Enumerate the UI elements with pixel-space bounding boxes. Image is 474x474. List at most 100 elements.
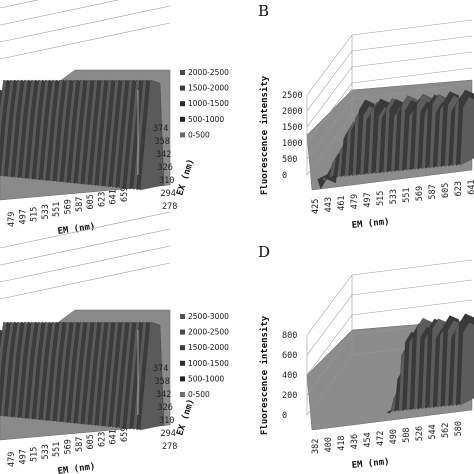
x-tick-label: 587 bbox=[75, 197, 85, 212]
x-tick-label: 605 bbox=[86, 434, 96, 449]
legend-swatch bbox=[180, 376, 185, 382]
legend-entry: 500-1000 bbox=[188, 115, 224, 124]
x-axis-label: EM (nm) bbox=[351, 217, 390, 231]
gridline bbox=[306, 314, 353, 376]
z-axis-label: Fluorescence intensity bbox=[259, 75, 270, 195]
back-wall-line bbox=[0, 0, 120, 26]
x-axis-label: EM (nm) bbox=[351, 457, 390, 471]
y-tick-label: 294 bbox=[161, 189, 176, 199]
z-tick-label: 0 bbox=[282, 171, 287, 181]
x-tick-label: 454 bbox=[363, 432, 373, 447]
gridline bbox=[306, 82, 353, 144]
y-tick-label: 326 bbox=[158, 163, 173, 173]
y-tick-label: 358 bbox=[155, 377, 170, 387]
y-axis-label: EX (nm) bbox=[175, 158, 196, 197]
y-tick-label: 294 bbox=[161, 429, 176, 439]
x-tick-label: 526 bbox=[415, 426, 425, 441]
x-tick-label: 490 bbox=[389, 429, 399, 444]
x-tick-label: 551 bbox=[52, 202, 62, 217]
gridline bbox=[351, 35, 473, 52]
legend-entry: 2000-2500 bbox=[188, 328, 229, 337]
back-wall-line bbox=[0, 0, 40, 9]
gridline bbox=[351, 279, 473, 296]
x-tick-label: 605 bbox=[441, 183, 451, 198]
x-tick-label: 641 bbox=[109, 189, 119, 204]
y-tick-label: 358 bbox=[155, 137, 170, 147]
y-tick-label: 310 bbox=[159, 416, 174, 426]
legend-entry: 1000-1500 bbox=[188, 99, 229, 108]
x-tick-label: 569 bbox=[64, 199, 74, 214]
x-tick-label: 580 bbox=[454, 421, 464, 436]
x-tick-label: 623 bbox=[97, 192, 107, 207]
y-axis-label: EX (nm) bbox=[175, 398, 196, 437]
gridline bbox=[306, 294, 353, 356]
x-tick-label: 497 bbox=[18, 209, 28, 224]
legend-entry: 1000-1500 bbox=[188, 359, 229, 368]
x-tick-label: 569 bbox=[415, 186, 425, 201]
x-tick-label: 443 bbox=[324, 197, 334, 212]
gridline bbox=[351, 83, 473, 100]
x-tick-label: 562 bbox=[441, 423, 451, 438]
surface-ridge bbox=[139, 321, 165, 431]
legend-entry: 0-500 bbox=[188, 390, 210, 399]
surface-ridge bbox=[139, 79, 165, 191]
z-axis-label: Fluorescence intensity bbox=[259, 315, 270, 435]
z-tick-label: 2000 bbox=[282, 107, 302, 117]
x-tick-label: 659 bbox=[120, 427, 130, 442]
back-wall-line bbox=[0, 245, 171, 283]
x-tick-label: 533 bbox=[41, 204, 51, 219]
x-tick-label: 544 bbox=[428, 424, 438, 439]
x-tick-label: 533 bbox=[41, 444, 51, 459]
gridline bbox=[306, 334, 353, 396]
gridline bbox=[306, 114, 353, 176]
back-wall-line bbox=[0, 5, 171, 43]
z-tick-label: 1000 bbox=[282, 139, 302, 149]
legend-swatch bbox=[180, 360, 185, 366]
y-tick-label: 342 bbox=[156, 150, 171, 160]
y-tick-label: 326 bbox=[158, 403, 173, 413]
x-tick-label: 400 bbox=[324, 437, 334, 452]
back-wall-line bbox=[0, 262, 171, 300]
x-tick-label: 418 bbox=[337, 435, 347, 450]
y-tick-label: 374 bbox=[153, 364, 168, 374]
x-tick-label: 533 bbox=[389, 189, 399, 204]
z-tick-label: 2500 bbox=[282, 91, 302, 101]
y-tick-label: 374 bbox=[153, 124, 168, 134]
x-tick-label: 436 bbox=[350, 434, 360, 449]
x-tick-label: 497 bbox=[363, 192, 373, 207]
legend-swatch bbox=[180, 345, 185, 351]
panel-label-d: D bbox=[258, 243, 270, 261]
z-tick-label: 200 bbox=[282, 391, 297, 401]
z-tick-label: 600 bbox=[282, 351, 297, 361]
x-tick-label: 479 bbox=[7, 452, 17, 467]
gridline bbox=[351, 19, 473, 36]
back-wall-line bbox=[0, 22, 171, 60]
legend-entry: 2500-3000 bbox=[188, 312, 229, 321]
legend-entry: 0-500 bbox=[188, 130, 210, 139]
x-tick-label: 587 bbox=[75, 437, 85, 452]
x-tick-label: 515 bbox=[376, 191, 386, 206]
x-tick-label: 515 bbox=[30, 447, 40, 462]
x-tick-label: 508 bbox=[402, 427, 412, 442]
x-tick-label: 623 bbox=[454, 181, 464, 196]
gridline bbox=[351, 67, 473, 84]
legend-swatch bbox=[180, 314, 185, 319]
back-wall-line bbox=[0, 228, 171, 266]
x-tick-label: 641 bbox=[467, 179, 474, 194]
panel-label-b: B bbox=[258, 2, 269, 20]
x-tick-label: 605 bbox=[86, 194, 96, 209]
legend-swatch bbox=[180, 132, 185, 138]
gridline bbox=[306, 98, 353, 160]
z-tick-label: 800 bbox=[282, 331, 297, 341]
gridline bbox=[306, 274, 353, 336]
x-tick-label: 497 bbox=[18, 449, 28, 464]
legend-entry: 2000-2500 bbox=[188, 68, 229, 77]
legend-swatch bbox=[180, 329, 185, 335]
gridline bbox=[351, 299, 473, 316]
x-tick-label: 472 bbox=[376, 431, 386, 446]
gridline bbox=[306, 50, 353, 112]
